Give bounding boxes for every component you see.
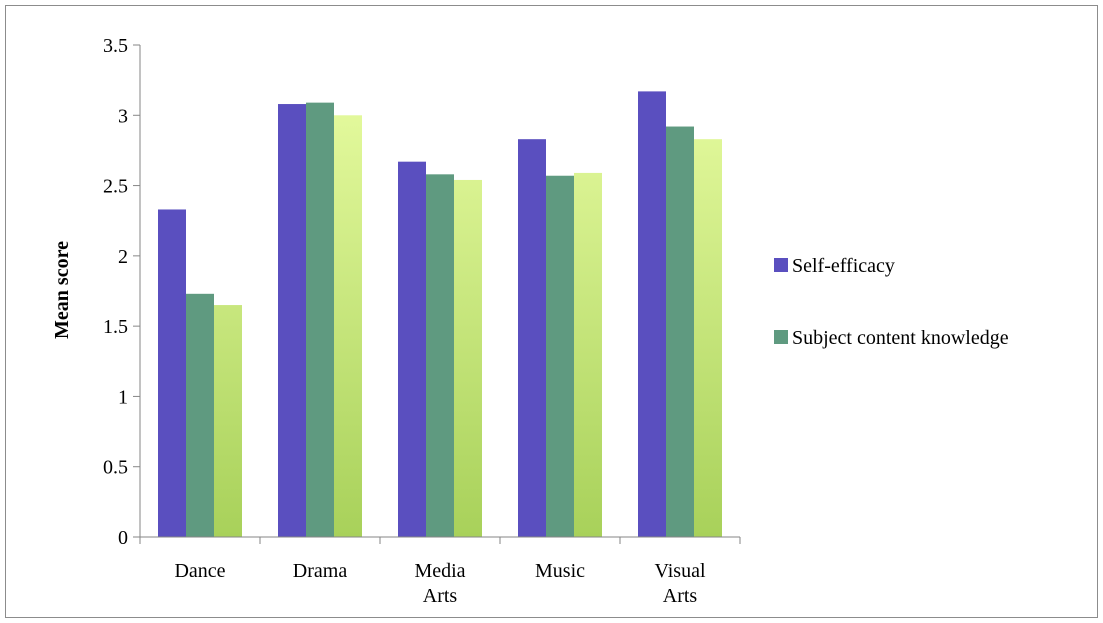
x-tick-label-line: Drama <box>293 560 348 582</box>
x-tick-label-line: Media <box>414 560 465 582</box>
bar <box>666 126 694 537</box>
y-tick-label: 3.5 <box>103 35 128 57</box>
bar <box>694 139 722 537</box>
bar <box>158 209 186 537</box>
x-tick-label: Visual Arts <box>654 560 705 607</box>
legend-swatch <box>774 330 788 344</box>
x-tick-label-line: Arts <box>663 585 698 607</box>
bar <box>426 174 454 537</box>
x-tick-label-line: Visual <box>654 560 705 582</box>
legend-label: Subject content knowledge <box>792 327 1009 349</box>
bar <box>574 172 602 538</box>
bars <box>158 91 722 538</box>
bar <box>214 305 242 537</box>
bar <box>306 102 334 538</box>
bar <box>454 179 482 537</box>
y-tick-label: 1.5 <box>103 316 128 338</box>
x-tick-label: Drama <box>293 560 348 582</box>
y-axis: 0 0.5 1 1.5 2 2.5 3 3.5 <box>103 35 141 549</box>
y-tick-label: 0.5 <box>103 457 128 479</box>
x-axis: Dance Drama Media Arts Music Visual Arts <box>139 536 741 607</box>
legend-swatch <box>774 258 788 272</box>
x-tick-label: Media Arts <box>414 560 465 607</box>
legend: Self-efficacy Subject content knowledge <box>774 255 1009 349</box>
x-tick-label-line: Music <box>535 560 585 582</box>
y-tick-label: 1 <box>118 386 128 408</box>
bar <box>518 139 546 537</box>
bar <box>546 175 574 537</box>
y-tick-label: 2 <box>118 246 128 268</box>
x-tick-label-line: Arts <box>423 585 458 607</box>
bar <box>334 115 362 538</box>
y-tick-label: 0 <box>118 527 128 549</box>
x-tick-label: Dance <box>174 560 225 582</box>
bar <box>186 293 214 537</box>
x-tick-label-line: Dance <box>174 560 225 582</box>
y-tick-label: 2.5 <box>103 176 128 198</box>
bar <box>638 91 666 537</box>
bar <box>278 104 306 537</box>
y-tick-label: 3 <box>118 105 128 127</box>
y-axis-title: Mean score <box>51 241 73 339</box>
legend-label: Self-efficacy <box>792 255 895 277</box>
bar <box>398 161 426 537</box>
x-tick-label: Music <box>535 560 585 582</box>
